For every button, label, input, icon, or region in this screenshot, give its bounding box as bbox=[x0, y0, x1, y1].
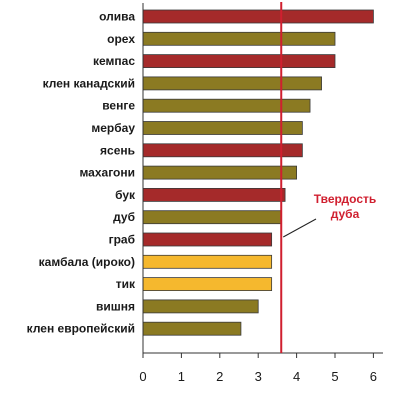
bar bbox=[142, 76, 322, 91]
category-label: камбала (ироко) bbox=[39, 255, 135, 269]
x-tick-label: 4 bbox=[293, 369, 300, 384]
category-label: ясень bbox=[100, 143, 135, 157]
bar bbox=[142, 165, 298, 180]
x-tick-label: 1 bbox=[178, 369, 185, 384]
category-label: клен канадский bbox=[43, 76, 135, 90]
bar bbox=[142, 254, 273, 269]
category-label: олива bbox=[99, 10, 135, 24]
x-tick-label: 3 bbox=[255, 369, 262, 384]
bar bbox=[142, 143, 303, 158]
category-label: мербау bbox=[91, 121, 135, 135]
category-label: кемпас bbox=[93, 54, 135, 68]
bar bbox=[142, 210, 282, 225]
reference-label-line-1: Твердость bbox=[314, 192, 377, 206]
bar bbox=[142, 187, 286, 202]
bar bbox=[142, 232, 273, 247]
reference-label-line-2: дуба bbox=[331, 207, 360, 221]
x-tick-label: 5 bbox=[331, 369, 338, 384]
x-tick-label: 2 bbox=[216, 369, 223, 384]
annotation-pointer bbox=[282, 218, 317, 238]
category-label: дуб bbox=[113, 210, 135, 224]
category-label: вишня bbox=[96, 299, 135, 313]
category-label: клен европейский bbox=[27, 322, 135, 336]
bar bbox=[142, 321, 242, 336]
category-label: орех bbox=[107, 32, 135, 46]
bar bbox=[142, 121, 303, 135]
category-label: махагони bbox=[79, 166, 135, 180]
bar bbox=[142, 54, 336, 68]
bar bbox=[142, 299, 259, 314]
bar bbox=[142, 98, 311, 113]
bar bbox=[142, 9, 374, 24]
bar bbox=[142, 31, 336, 46]
category-label: тик bbox=[116, 277, 136, 291]
bar bbox=[142, 277, 273, 292]
category-label: граб bbox=[109, 233, 135, 247]
category-label: венге bbox=[102, 99, 135, 113]
x-tick-label: 6 bbox=[370, 369, 377, 384]
x-tick-label: 0 bbox=[139, 369, 146, 384]
category-label: бук bbox=[115, 188, 136, 202]
